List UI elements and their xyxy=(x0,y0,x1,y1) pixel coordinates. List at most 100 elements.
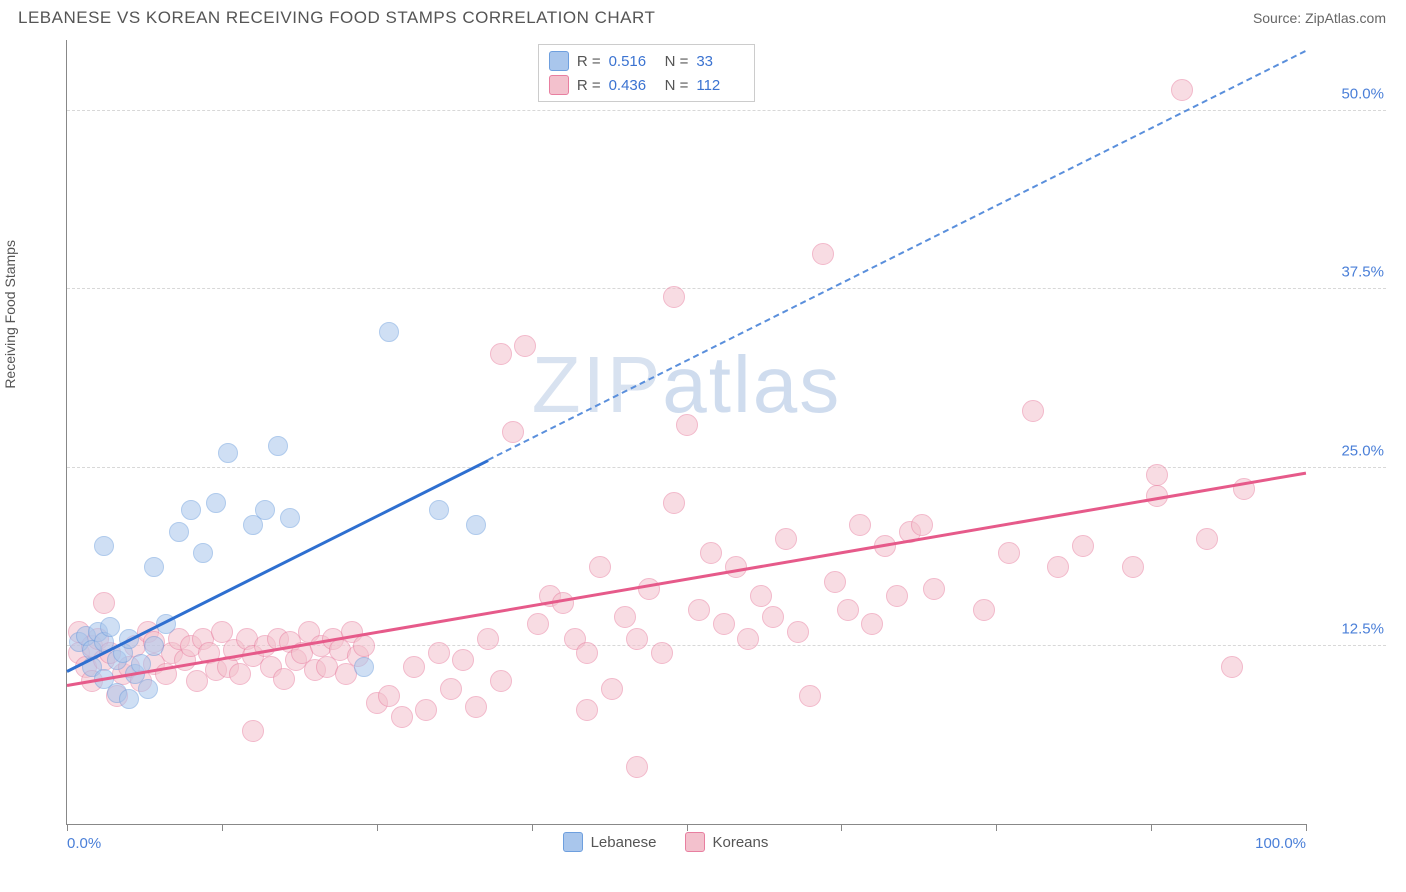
data-point xyxy=(700,542,722,564)
data-point xyxy=(273,668,295,690)
y-tick-label: 12.5% xyxy=(1341,620,1384,637)
data-point xyxy=(403,656,425,678)
y-axis-label: Receiving Food Stamps xyxy=(2,240,18,389)
data-point xyxy=(923,578,945,600)
x-tick xyxy=(377,824,378,831)
gridline xyxy=(67,288,1386,289)
data-point xyxy=(415,699,437,721)
data-point xyxy=(144,636,164,656)
data-point xyxy=(576,699,598,721)
data-point xyxy=(218,443,238,463)
data-point xyxy=(255,500,275,520)
data-point xyxy=(837,599,859,621)
legend-swatch xyxy=(685,832,705,852)
gridline xyxy=(67,467,1386,468)
data-point xyxy=(428,642,450,664)
x-tick xyxy=(841,824,842,831)
stat-value-n: 112 xyxy=(696,77,744,94)
data-point xyxy=(1146,464,1168,486)
data-point xyxy=(452,649,474,671)
x-tick xyxy=(1151,824,1152,831)
x-tick xyxy=(1306,824,1307,831)
legend: Lebanese Koreans xyxy=(563,832,769,852)
data-point xyxy=(861,613,883,635)
data-point xyxy=(477,628,499,650)
data-point xyxy=(169,522,189,542)
data-point xyxy=(824,571,846,593)
series-swatch xyxy=(549,51,569,71)
chart-container: Receiving Food Stamps ZIPatlas 12.5%25.0… xyxy=(18,40,1386,870)
chart-header: LEBANESE VS KOREAN RECEIVING FOOD STAMPS… xyxy=(0,0,1406,32)
data-point xyxy=(775,528,797,550)
data-point xyxy=(737,628,759,650)
data-point xyxy=(688,599,710,621)
legend-swatch xyxy=(563,832,583,852)
data-point xyxy=(1122,556,1144,578)
stat-label-n: N = xyxy=(665,53,689,70)
data-point xyxy=(663,492,685,514)
data-point xyxy=(490,343,512,365)
data-point xyxy=(750,585,772,607)
data-point xyxy=(94,536,114,556)
data-point xyxy=(144,557,164,577)
data-point xyxy=(490,670,512,692)
y-tick-label: 25.0% xyxy=(1341,442,1384,459)
data-point xyxy=(973,599,995,621)
data-point xyxy=(138,679,158,699)
data-point xyxy=(812,243,834,265)
data-point xyxy=(886,585,908,607)
stat-value-n: 33 xyxy=(696,53,744,70)
data-point xyxy=(514,335,536,357)
data-point xyxy=(601,678,623,700)
data-point xyxy=(378,685,400,707)
data-point xyxy=(651,642,673,664)
data-point xyxy=(1171,79,1193,101)
x-tick xyxy=(687,824,688,831)
data-point xyxy=(998,542,1020,564)
legend-item: Koreans xyxy=(685,832,769,852)
legend-label: Lebanese xyxy=(591,834,657,851)
stat-label-r: R = xyxy=(577,77,601,94)
data-point xyxy=(1047,556,1069,578)
data-point xyxy=(626,628,648,650)
data-point xyxy=(638,578,660,600)
data-point xyxy=(181,500,201,520)
stat-value-r: 0.436 xyxy=(609,77,657,94)
data-point xyxy=(206,493,226,513)
data-point xyxy=(354,657,374,677)
y-tick-label: 50.0% xyxy=(1341,86,1384,103)
data-point xyxy=(849,514,871,536)
stat-value-r: 0.516 xyxy=(609,53,657,70)
data-point xyxy=(614,606,636,628)
data-point xyxy=(440,678,462,700)
data-point xyxy=(429,500,449,520)
trend-line xyxy=(488,50,1307,461)
stats-row: R = 0.436 N = 112 xyxy=(549,73,745,97)
data-point xyxy=(1072,535,1094,557)
data-point xyxy=(663,286,685,308)
stats-row: R = 0.516 N = 33 xyxy=(549,49,745,73)
data-point xyxy=(119,689,139,709)
stat-label-r: R = xyxy=(577,53,601,70)
x-tick xyxy=(532,824,533,831)
chart-title: LEBANESE VS KOREAN RECEIVING FOOD STAMPS… xyxy=(18,8,655,28)
series-swatch xyxy=(549,75,569,95)
data-point xyxy=(626,756,648,778)
source-attribution: Source: ZipAtlas.com xyxy=(1253,10,1386,26)
data-point xyxy=(1221,656,1243,678)
data-point xyxy=(379,322,399,342)
data-point xyxy=(93,592,115,614)
data-point xyxy=(1196,528,1218,550)
stat-label-n: N = xyxy=(665,77,689,94)
x-tick xyxy=(996,824,997,831)
data-point xyxy=(576,642,598,664)
x-tick-label: 100.0% xyxy=(1255,835,1306,852)
stats-box: R = 0.516 N = 33 R = 0.436 N = 112 xyxy=(538,44,756,102)
data-point xyxy=(676,414,698,436)
y-tick-label: 37.5% xyxy=(1341,264,1384,281)
data-point xyxy=(353,635,375,657)
data-point xyxy=(100,617,120,637)
legend-item: Lebanese xyxy=(563,832,657,852)
data-point xyxy=(589,556,611,578)
data-point xyxy=(502,421,524,443)
